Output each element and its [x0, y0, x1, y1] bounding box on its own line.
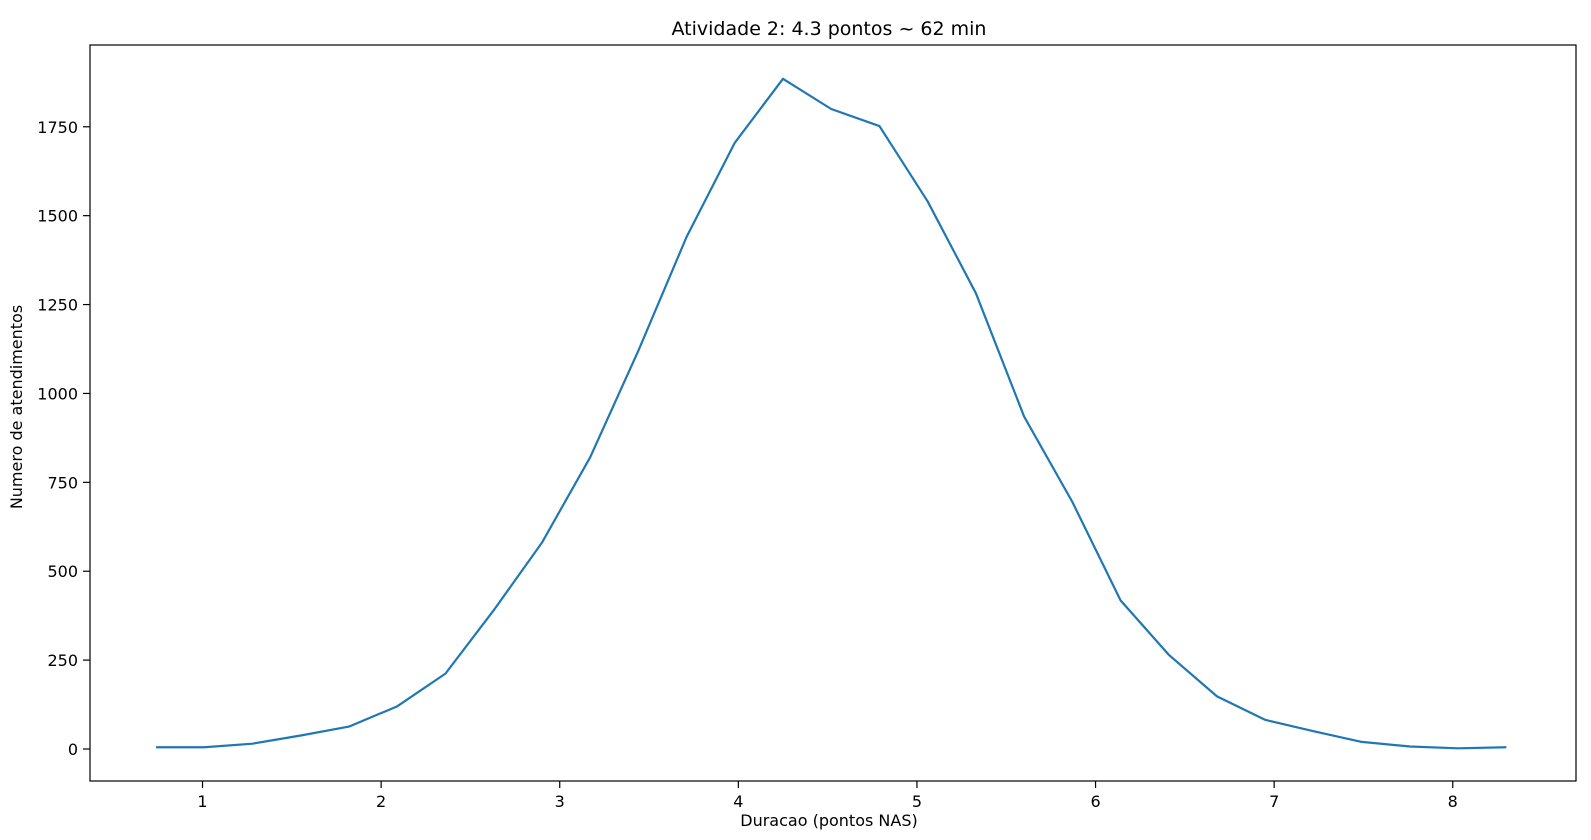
y-tick-label: 250 [47, 651, 78, 670]
x-tick-label: 5 [912, 792, 922, 811]
y-tick-label: 750 [47, 473, 78, 492]
x-tick-label: 2 [376, 792, 386, 811]
y-tick-label: 0 [68, 740, 78, 759]
plot-frame [89, 44, 1577, 782]
plot-area [89, 44, 1577, 782]
x-tick-label: 3 [555, 792, 565, 811]
x-tick-label: 8 [1448, 792, 1458, 811]
y-tick-label: 1500 [37, 207, 78, 226]
y-tick-label: 500 [47, 562, 78, 581]
x-tick-label: 7 [1269, 792, 1279, 811]
x-axis-label: Duracao (pontos NAS) [740, 811, 917, 830]
y-axis: 0 250 500 750 1000 1250 1500 1750 [37, 118, 90, 759]
x-tick-label: 4 [733, 792, 743, 811]
y-tick-label: 1250 [37, 296, 78, 315]
y-tick-label: 1750 [37, 118, 78, 137]
x-axis: 1 2 3 4 5 6 7 8 [197, 781, 1458, 811]
y-tick-label: 1000 [37, 384, 78, 403]
x-tick-label: 6 [1090, 792, 1100, 811]
series-line-0 [156, 77, 1507, 750]
y-axis-label: Numero de atendimentos [7, 305, 26, 509]
chart-title: Atividade 2: 4.3 pontos ~ 62 min [672, 18, 987, 40]
x-tick-label: 1 [197, 792, 207, 811]
